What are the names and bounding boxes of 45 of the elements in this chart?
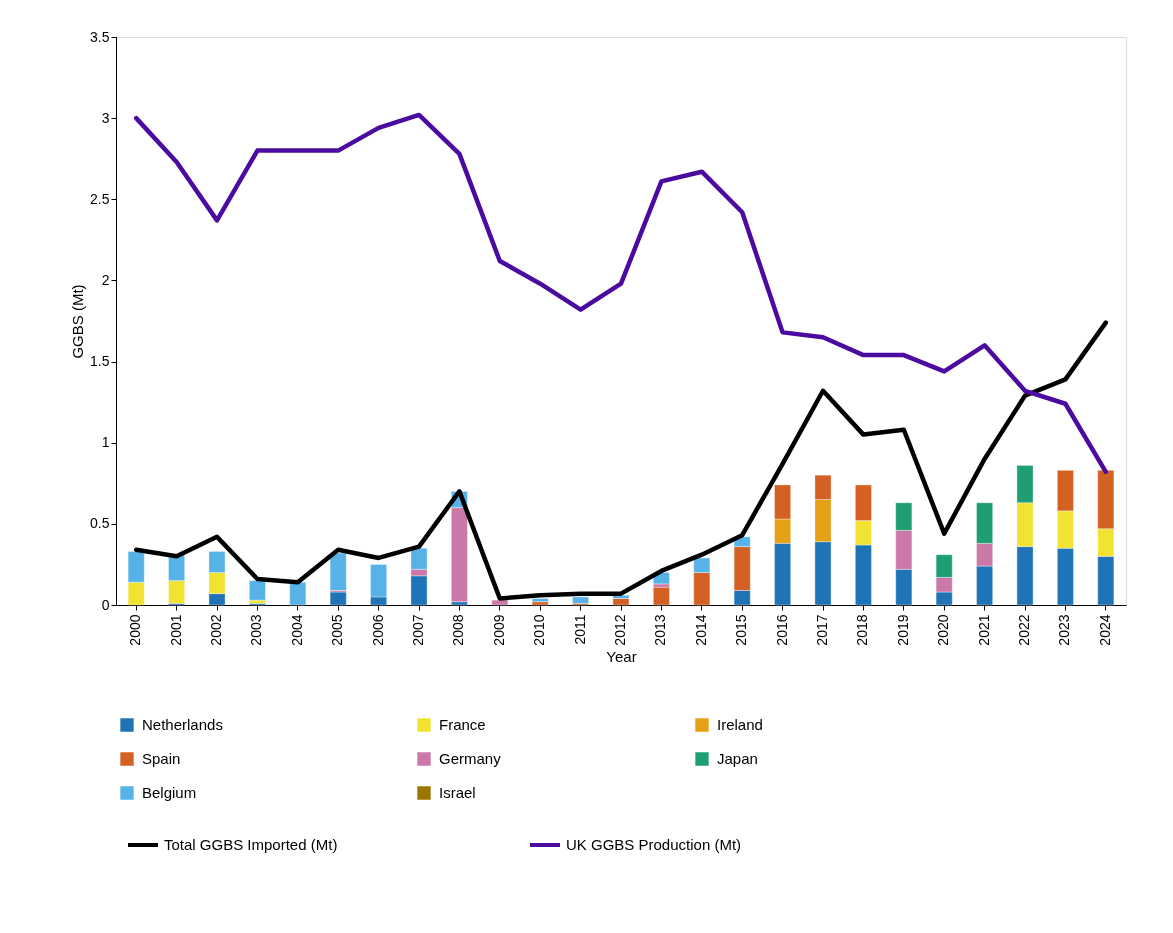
x-tick-label: 2005: [329, 614, 346, 646]
x-tick-label: 2017: [814, 614, 830, 646]
legend-label: Netherlands: [142, 716, 223, 733]
x-tick-label: 2021: [975, 614, 992, 646]
x-tick-label: 2002: [208, 614, 224, 646]
x-tick-label: 2012: [612, 614, 628, 646]
x-tick-label: 2018: [854, 614, 871, 646]
x-tick-label: 2014: [692, 614, 709, 646]
y-tick-label: 0: [101, 596, 110, 613]
legend-label: Ireland: [717, 716, 763, 733]
x-tick-label: 2003: [248, 614, 265, 646]
y-tick-label: 3: [101, 109, 110, 126]
y-tick-label: 1.5: [90, 353, 110, 370]
x-tick-label: 2019: [894, 614, 911, 646]
y-tick-label: 3.5: [90, 28, 110, 45]
y-tick-label: 2.5: [90, 190, 110, 207]
x-tick-label: 2023: [1056, 614, 1073, 646]
x-tick-label: 2022: [1016, 614, 1032, 646]
x-tick-label: 2007: [410, 614, 426, 646]
x-tick-label: 2010: [531, 614, 548, 646]
x-tick-label: 2001: [167, 614, 184, 646]
y-axis-title: GGBS (Mt): [69, 284, 87, 359]
legend-label: France: [439, 716, 486, 733]
x-tick-label: 2009: [490, 614, 507, 646]
legend-label: Total GGBS Imported (Mt): [164, 836, 338, 853]
legend-label: Japan: [717, 750, 758, 767]
legend-label: UK GGBS Production (Mt): [566, 836, 742, 853]
y-tick-label: 2: [101, 271, 110, 288]
x-tick-label: 2016: [773, 614, 790, 646]
x-tick-label: 2004: [288, 614, 305, 646]
legend-label: Spain: [142, 750, 181, 767]
y-tick-label: 1: [101, 434, 110, 451]
x-tick-label: 2011: [571, 614, 588, 645]
x-tick-label: 2024: [1096, 614, 1113, 646]
legend-label: Germany: [439, 750, 502, 767]
x-tick-label: 2013: [652, 614, 669, 646]
x-tick-label: 2020: [935, 614, 952, 646]
x-tick-label: 2008: [450, 614, 467, 646]
legend-label: Belgium: [142, 784, 197, 801]
x-tick-label: 2006: [369, 614, 386, 646]
x-tick-label: 2000: [127, 614, 144, 646]
legend-label: Israel: [439, 784, 476, 801]
y-tick-label: 0.5: [90, 515, 110, 532]
x-axis-title: Year: [606, 647, 637, 665]
x-tick-label: 2015: [733, 614, 750, 646]
